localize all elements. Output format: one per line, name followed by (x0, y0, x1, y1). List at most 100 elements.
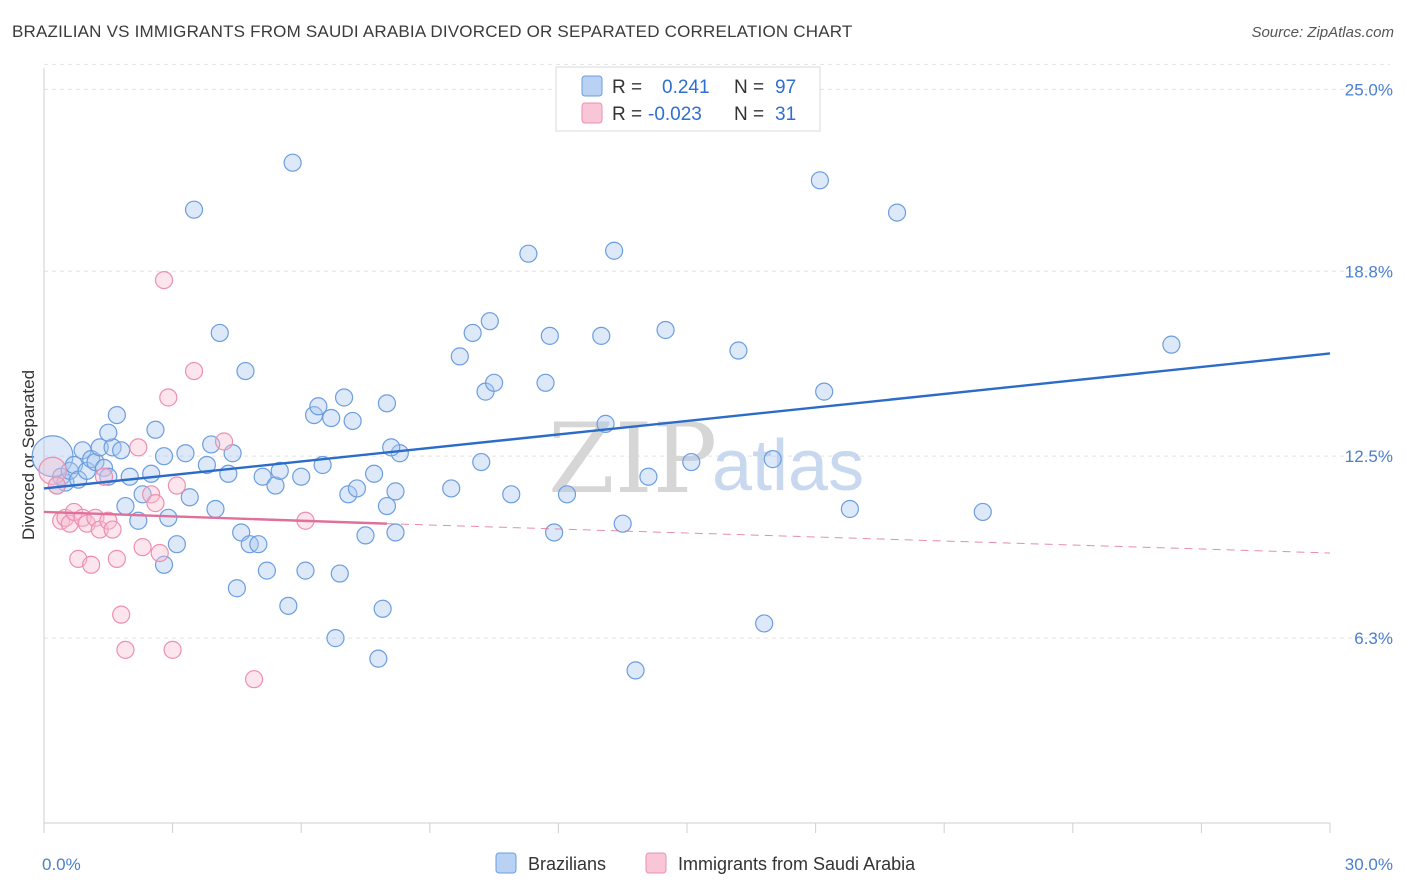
point-brazilian-83 (592, 326, 611, 345)
trend-line-saudi-extension (386, 523, 1331, 554)
point-brazilian-54 (326, 629, 345, 648)
legend-n-value-2: 31 (775, 104, 796, 125)
point-brazilian-79 (536, 373, 555, 392)
point-brazilian-72 (463, 323, 482, 343)
point-brazilian-78 (519, 244, 538, 263)
point-brazilian-53 (322, 408, 341, 428)
point-brazilian-73 (472, 452, 491, 472)
point-brazilian-76 (485, 373, 504, 392)
watermark-atlas: atlas (712, 426, 864, 506)
point-brazilian-17 (99, 423, 118, 442)
point-brazilian-88 (639, 467, 658, 486)
point-brazilian-25 (159, 508, 178, 527)
series-label-brazilians: Brazilians (528, 854, 606, 874)
point-brazilian-85 (605, 241, 624, 260)
point-saudi-22 (150, 543, 169, 563)
point-brazilian-43 (257, 561, 277, 580)
point-brazilian-26 (167, 535, 186, 554)
point-brazilian-37 (227, 579, 246, 598)
point-brazilian-75 (480, 312, 499, 331)
point-saudi-23 (154, 270, 174, 290)
point-brazilian-90 (682, 452, 701, 472)
legend-r-value-2: -0.023 (648, 104, 702, 125)
point-brazilian-91 (729, 341, 748, 360)
point-brazilian-92 (755, 614, 774, 633)
point-brazilian-71 (450, 347, 469, 366)
point-brazilian-29 (154, 555, 174, 574)
series-swatch-brazilians (495, 852, 517, 874)
x-tick-label-1: 30.0% (1345, 855, 1393, 874)
point-saudi-26 (163, 640, 182, 659)
point-brazilian-16 (112, 441, 131, 460)
point-brazilian-24 (154, 447, 174, 466)
source-label: Source: ZipAtlas.com (1251, 24, 1394, 41)
correlation-legend: R = 0.241 N = 97 R = -0.023 N = 31 (555, 66, 821, 132)
point-brazilian-51 (309, 397, 328, 416)
legend-n-label-2: N = (734, 104, 764, 125)
point-brazilian-23 (146, 420, 165, 439)
watermark: ZIP atlas (548, 403, 864, 515)
point-brazilian-27 (176, 444, 195, 463)
point-saudi-20 (142, 485, 161, 504)
point-brazilian-59 (347, 479, 367, 498)
point-saudi-9 (82, 555, 101, 574)
legend-swatch-pink (581, 102, 603, 124)
trend-line-saudi (43, 510, 387, 525)
point-brazilian-98 (973, 502, 992, 522)
point-brazilian-77 (502, 485, 521, 504)
point-saudi-17 (116, 640, 135, 659)
point-brazilian-22 (142, 464, 161, 483)
point-brazilian-95 (815, 382, 834, 401)
point-saudi-27 (184, 361, 204, 381)
point-brazilian-48 (292, 467, 311, 486)
point-brazilian-64 (377, 394, 397, 413)
y-tick-label-2: 18.8% (1345, 262, 1393, 281)
point-brazilian-42 (253, 467, 272, 486)
y-tick-label-3: 25.0% (1345, 80, 1393, 99)
point-brazilian-46 (279, 596, 298, 615)
point-brazilian-62 (369, 649, 388, 668)
point-brazilian-97 (887, 203, 907, 222)
point-brazilian-56 (334, 388, 354, 407)
point-brazilian-63 (373, 599, 392, 618)
series-legend: Brazilians Immigrants from Saudi Arabia (495, 852, 916, 874)
point-brazilian-49 (296, 561, 315, 580)
grid-lines (44, 63, 1390, 639)
point-saudi-18 (129, 438, 148, 457)
point-brazilian-11 (90, 438, 109, 457)
point-brazilian-94 (810, 171, 829, 190)
point-brazilian-67 (386, 523, 405, 542)
point-saudi-16 (112, 605, 131, 624)
point-brazilian-96 (840, 499, 859, 519)
point-brazilian-99 (1162, 335, 1181, 354)
x-tick-label-0: 0.0% (42, 855, 81, 874)
point-brazilian-31 (197, 455, 216, 475)
legend-swatch-blue (581, 75, 603, 97)
chart-title: BRAZILIAN VS IMMIGRANTS FROM SAUDI ARABI… (12, 22, 853, 41)
point-brazilian-87 (626, 661, 645, 680)
point-brazilian-86 (613, 514, 632, 533)
y-axis-label: Divorced or Separated (19, 370, 38, 540)
series-label-saudi: Immigrants from Saudi Arabia (678, 854, 916, 874)
legend-r-label-2: R = (612, 104, 642, 125)
point-saudi-25 (167, 476, 186, 495)
point-brazilian-68 (377, 496, 397, 516)
y-tick-label-0: 6.3% (1354, 629, 1393, 648)
point-saudi-28 (214, 432, 234, 451)
point-brazilian-47 (283, 153, 302, 172)
point-saudi-19 (133, 538, 152, 557)
point-brazilian-33 (206, 499, 225, 519)
data-points (31, 153, 1181, 689)
legend-n-label-1: N = (734, 77, 764, 98)
point-brazilian-65 (386, 482, 405, 501)
point-saudi-13 (99, 511, 118, 530)
point-brazilian-89 (656, 320, 675, 340)
point-brazilian-61 (364, 464, 384, 483)
point-brazilian-81 (545, 523, 564, 542)
point-brazilian-30 (184, 200, 204, 219)
point-brazilian-50 (304, 405, 324, 425)
tick-labels: 6.3% 12.5% 18.8% 25.0% 0.0% 30.0% (42, 80, 1393, 874)
axes (43, 68, 1331, 833)
point-brazilian-82 (557, 485, 577, 504)
